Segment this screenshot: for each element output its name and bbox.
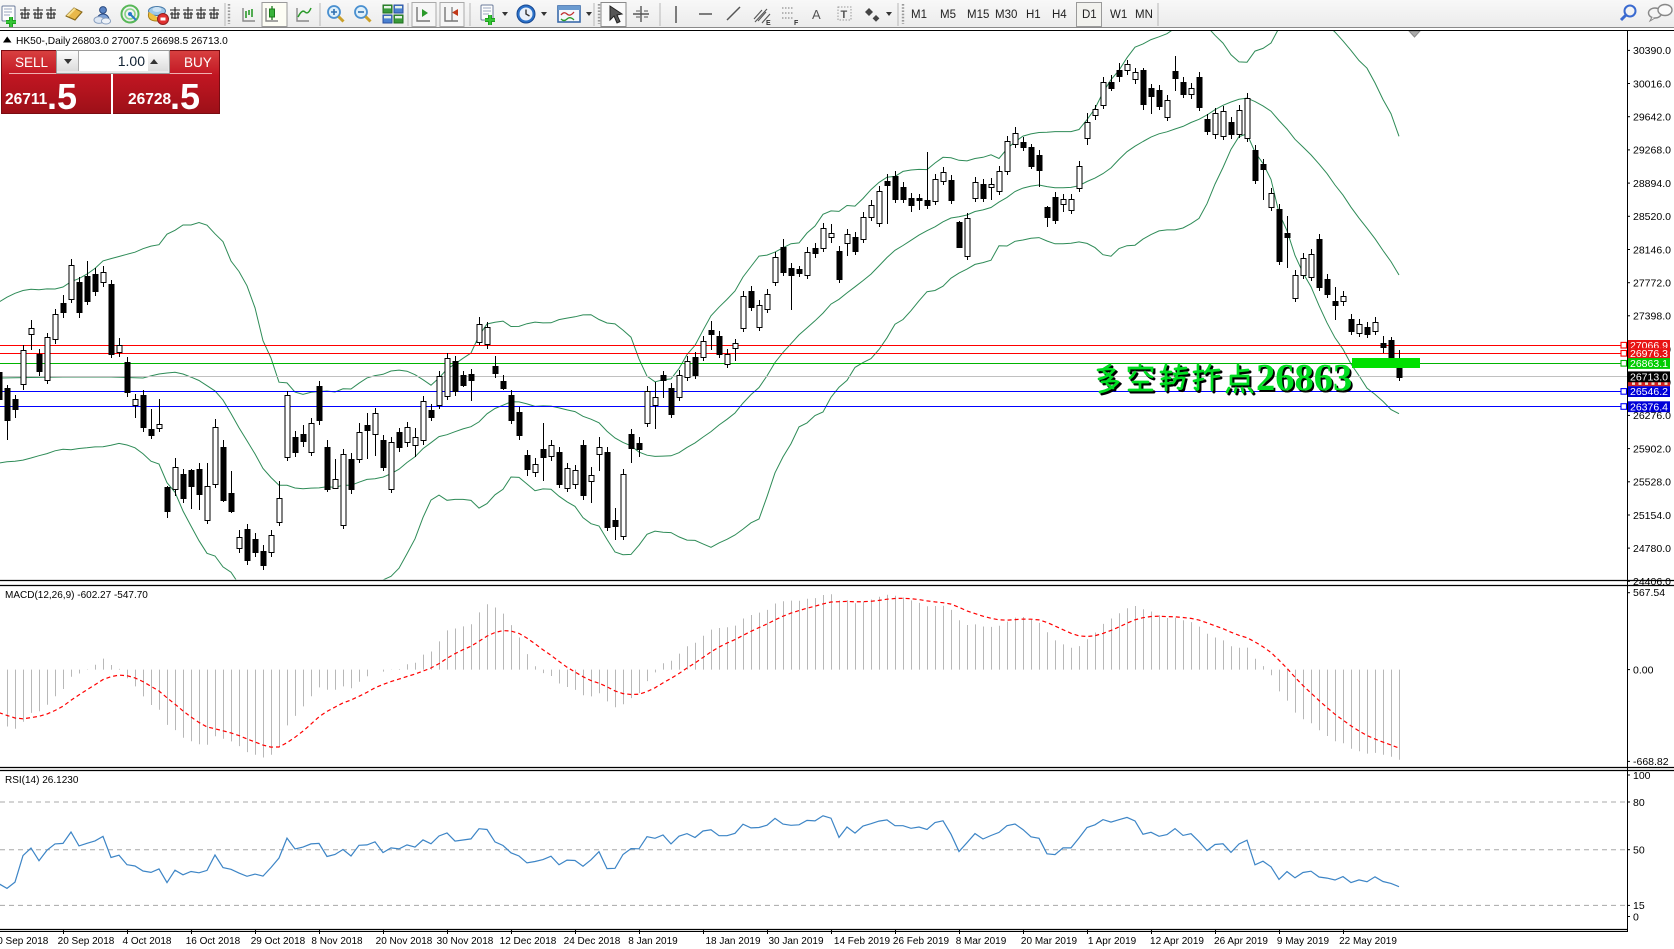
svg-text:30390.0: 30390.0 (1633, 45, 1671, 57)
svg-text:28520.0: 28520.0 (1633, 211, 1671, 223)
svg-text:22 May 2019: 22 May 2019 (1339, 936, 1397, 947)
svg-text:0: 0 (1633, 911, 1639, 923)
svg-text:HK50-,Daily: HK50-,Daily (16, 36, 71, 47)
svg-text:80: 80 (1633, 797, 1645, 809)
svg-text:20 Mar 2019: 20 Mar 2019 (1021, 936, 1078, 947)
svg-text:25528.0: 25528.0 (1633, 477, 1671, 489)
svg-text:25154.0: 25154.0 (1633, 510, 1671, 522)
svg-text:28146.0: 28146.0 (1633, 244, 1671, 256)
svg-text:8 Nov 2018: 8 Nov 2018 (311, 936, 363, 947)
svg-text:24780.0: 24780.0 (1633, 543, 1671, 555)
svg-text:50: 50 (1633, 845, 1645, 857)
svg-text:10 Sep 2018: 10 Sep 2018 (0, 936, 49, 947)
svg-text:RSI(14) 26.1230: RSI(14) 26.1230 (5, 775, 79, 786)
svg-text:-668.82: -668.82 (1633, 756, 1669, 768)
svg-text:26863: 26863 (1258, 359, 1354, 401)
svg-text:27772.0: 27772.0 (1633, 278, 1671, 290)
svg-text:F: F (794, 20, 799, 27)
svg-text:26863: 26863 (1256, 357, 1352, 399)
svg-text:26376.4: 26376.4 (1630, 401, 1668, 413)
svg-text:8 Jan 2019: 8 Jan 2019 (628, 936, 678, 947)
svg-text:26803.0 27007.5 26698.5 26713.: 26803.0 27007.5 26698.5 26713.0 (72, 36, 228, 47)
svg-text:24406.0: 24406.0 (1633, 576, 1671, 588)
svg-text:26713.0: 26713.0 (1630, 371, 1668, 383)
svg-text:D1: D1 (1082, 9, 1097, 21)
svg-text:W1: W1 (1110, 9, 1127, 21)
svg-text:1 Apr 2019: 1 Apr 2019 (1088, 936, 1137, 947)
svg-text:26276.0: 26276.0 (1633, 410, 1671, 422)
svg-text:25902.0: 25902.0 (1633, 443, 1671, 455)
svg-text:MACD(12,26,9) -602.27 -547.70: MACD(12,26,9) -602.27 -547.70 (5, 590, 148, 601)
svg-text:20 Sep 2018: 20 Sep 2018 (58, 936, 115, 947)
svg-text:26 Feb 2019: 26 Feb 2019 (893, 936, 950, 947)
svg-text:14 Feb 2019: 14 Feb 2019 (834, 936, 891, 947)
svg-text:H4: H4 (1052, 9, 1067, 21)
svg-text:MN: MN (1135, 9, 1153, 21)
svg-text:24 Dec 2018: 24 Dec 2018 (564, 936, 621, 947)
svg-text:28894.0: 28894.0 (1633, 178, 1671, 190)
svg-text:A: A (812, 7, 821, 22)
svg-text:26 Apr 2019: 26 Apr 2019 (1214, 936, 1268, 947)
svg-text:26863.1: 26863.1 (1630, 358, 1668, 370)
svg-text:26546.2: 26546.2 (1630, 386, 1668, 398)
svg-text:29 Oct 2018: 29 Oct 2018 (251, 936, 306, 947)
svg-text:26976.3: 26976.3 (1630, 348, 1668, 360)
svg-text:12 Apr 2019: 12 Apr 2019 (1150, 936, 1204, 947)
svg-text:29268.0: 29268.0 (1633, 145, 1671, 157)
svg-text:9 May 2019: 9 May 2019 (1277, 936, 1330, 947)
svg-text:T: T (841, 9, 848, 21)
svg-text:M30: M30 (995, 9, 1017, 21)
svg-text:18 Jan 2019: 18 Jan 2019 (705, 936, 760, 947)
svg-text:27398.0: 27398.0 (1633, 311, 1671, 323)
svg-text:E: E (766, 20, 771, 27)
svg-text:15: 15 (1633, 900, 1645, 912)
svg-text:20 Nov 2018: 20 Nov 2018 (376, 936, 433, 947)
svg-text:567.54: 567.54 (1633, 587, 1665, 599)
svg-text:30016.0: 30016.0 (1633, 78, 1671, 90)
svg-text:30 Jan 2019: 30 Jan 2019 (768, 936, 823, 947)
svg-text:30 Nov 2018: 30 Nov 2018 (437, 936, 494, 947)
svg-text:12 Dec 2018: 12 Dec 2018 (500, 936, 557, 947)
svg-text:4 Oct 2018: 4 Oct 2018 (123, 936, 172, 947)
svg-text:16 Oct 2018: 16 Oct 2018 (186, 936, 241, 947)
svg-text:8 Mar 2019: 8 Mar 2019 (956, 936, 1007, 947)
svg-text:M15: M15 (967, 9, 989, 21)
svg-text:29642.0: 29642.0 (1633, 112, 1671, 124)
svg-text:100: 100 (1633, 770, 1651, 782)
svg-text:M5: M5 (940, 9, 956, 21)
svg-text:0.00: 0.00 (1633, 664, 1654, 676)
svg-text:H1: H1 (1026, 9, 1041, 21)
svg-text:M1: M1 (911, 9, 927, 21)
